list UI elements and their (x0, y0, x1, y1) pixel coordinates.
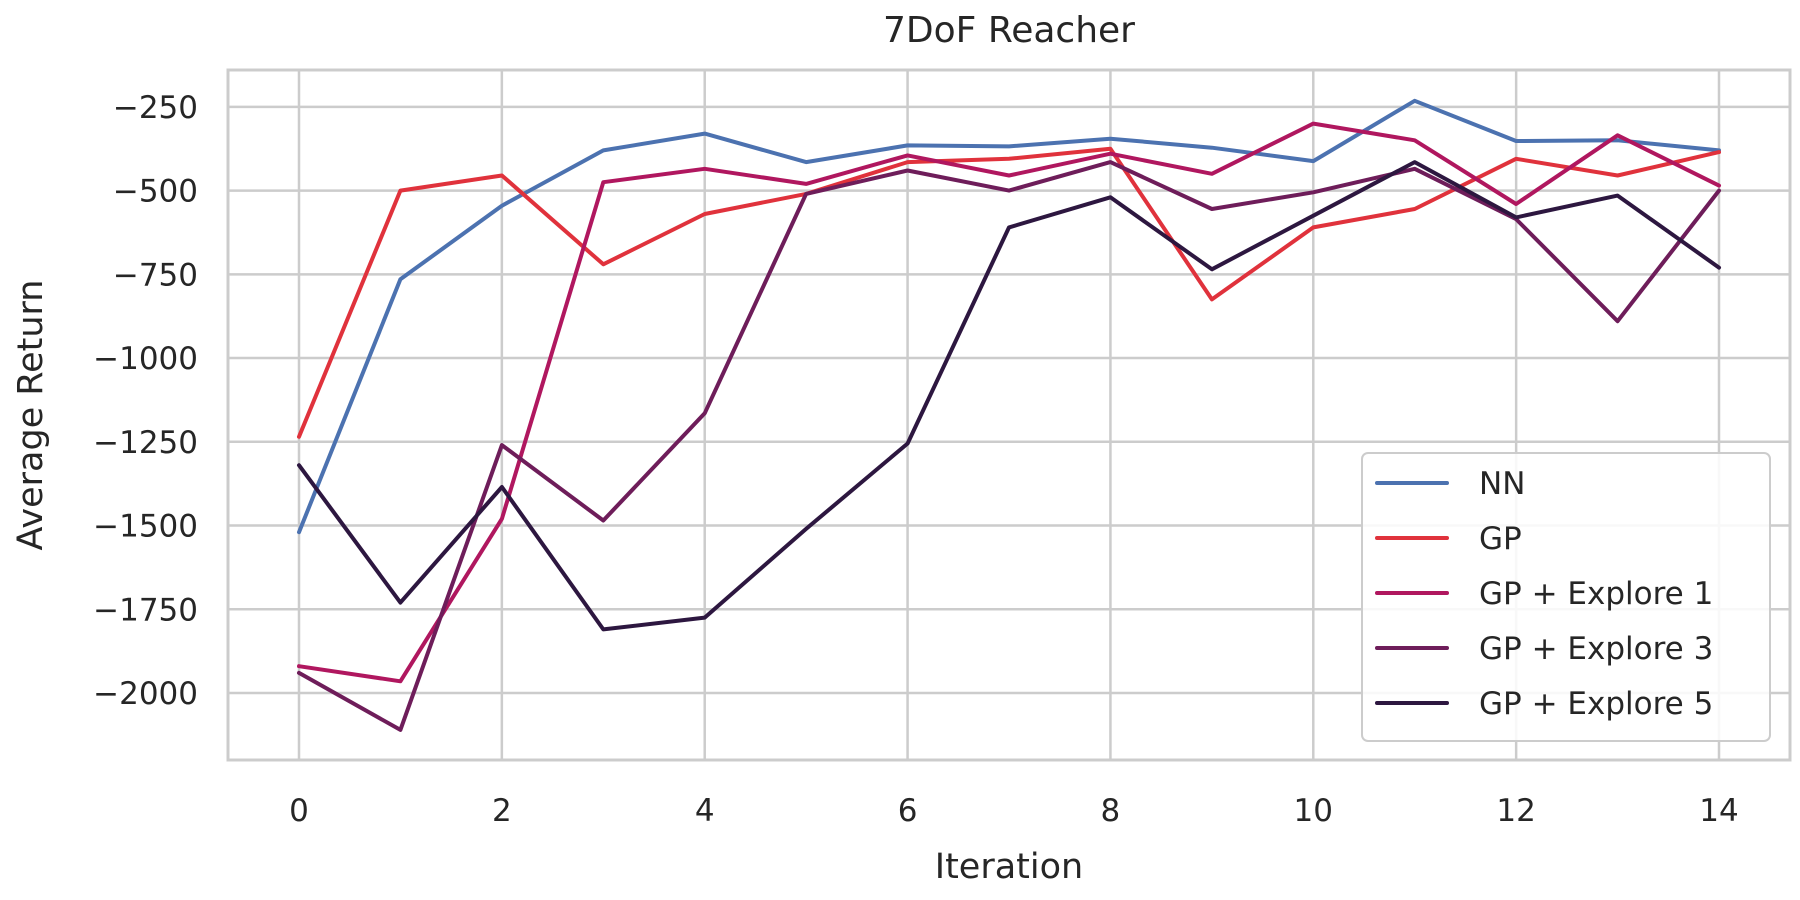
series-line-gp (297, 146, 1721, 439)
legend-label: GP + Explore 3 (1479, 631, 1713, 667)
x-tick-label: 10 (1294, 793, 1333, 829)
y-axis-label: Average Return (11, 280, 51, 551)
x-tick-label: 14 (1699, 793, 1738, 829)
series-lines (297, 98, 1721, 732)
series-line-gp-explore-3 (297, 160, 1721, 732)
y-tick-label: −250 (113, 90, 198, 126)
x-tick-label: 4 (695, 793, 715, 829)
chart-title: 7DoF Reacher (883, 10, 1135, 51)
legend-entry: GP (1375, 521, 1522, 557)
legend-box (1361, 452, 1771, 742)
y-tick-label: −1250 (93, 425, 198, 461)
legend-entry: GP + Explore 5 (1375, 686, 1713, 722)
x-axis-label: Iteration (935, 847, 1083, 887)
legend: NN GP GP + Explore 1 GP + Explore 3 GP + Exp… (1361, 452, 1771, 742)
series-line-gp-explore-1 (297, 121, 1721, 684)
x-tick-label: 8 (1101, 793, 1121, 829)
series-line-gp-explore-5 (297, 160, 1721, 632)
series-line-nn (297, 98, 1721, 535)
legend-entry: NN (1375, 466, 1525, 502)
legend-label: GP + Explore 1 (1479, 576, 1713, 612)
legend-label: GP (1479, 521, 1522, 557)
x-tick-labels: 0 2 4 6 8 10 12 14 (289, 793, 1739, 829)
legend-label: GP + Explore 5 (1479, 686, 1713, 722)
y-tick-label: −1000 (93, 341, 198, 377)
x-tick-label: 2 (492, 793, 512, 829)
legend-entry: GP + Explore 3 (1375, 631, 1713, 667)
y-tick-label: −1500 (93, 509, 198, 545)
y-tick-label: −750 (113, 257, 198, 293)
y-tick-label: −1750 (93, 592, 198, 628)
plot-frame (226, 68, 1792, 762)
x-tick-label: 6 (898, 793, 918, 829)
legend-label: NN (1479, 466, 1525, 502)
legend-entry: GP + Explore 1 (1375, 576, 1713, 612)
y-tick-labels: −2000 −1750 −1500 −1250 −1000 −750 −500 −250 (93, 90, 198, 712)
y-tick-label: −2000 (93, 676, 198, 712)
x-tick-label: 0 (289, 793, 309, 829)
y-tick-label: −500 (113, 174, 198, 210)
x-tick-label: 12 (1496, 793, 1535, 829)
